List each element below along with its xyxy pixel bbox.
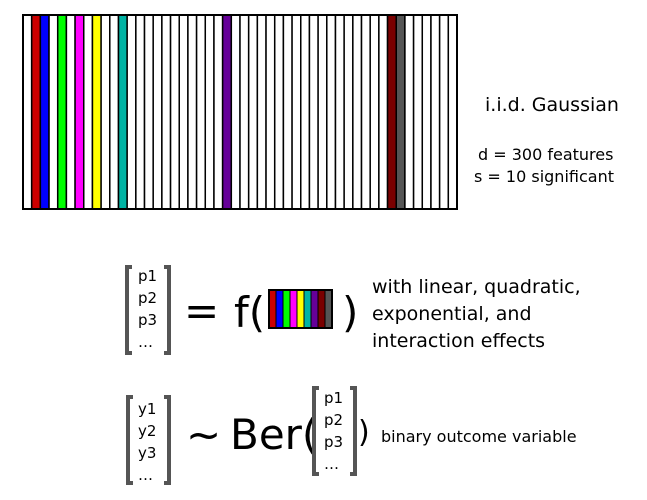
p-vector: p1 p2 p3 … (138, 265, 157, 353)
vector-entry: y1 (138, 400, 157, 418)
bernoulli-open: Ber( (230, 410, 319, 459)
effects-note-line: interaction effects (372, 330, 546, 352)
vector-entry: p1 (138, 267, 158, 285)
vector-entry: y2 (138, 422, 157, 440)
effects-note: with linear, quadratic, exponential, and… (372, 274, 581, 355)
effects-note-line: exponential, and (372, 303, 532, 325)
vector-entry: p2 (138, 289, 158, 307)
mini-matrix-outline (268, 289, 333, 329)
matrix-outline (22, 14, 458, 210)
significant-count: s = 10 significant (474, 167, 614, 186)
vector-entry: p2 (324, 411, 344, 429)
matrix-title: i.i.d. Gaussian (485, 94, 619, 116)
equals-sign: = (184, 286, 220, 335)
vector-entry: … (324, 455, 339, 473)
effects-note-line: with linear, quadratic, (372, 276, 581, 298)
vector-entry: p3 (324, 433, 344, 451)
outcome-note: binary outcome variable (381, 427, 577, 446)
vector-entry: … (138, 333, 153, 351)
feature-count: d = 300 features (478, 145, 614, 164)
vector-entry: p3 (138, 311, 158, 329)
function-close: ) (342, 288, 359, 337)
p-vector-inner: p1 p2 p3 … (324, 387, 343, 475)
function-open: f( (234, 288, 266, 337)
vector-entry: … (138, 466, 153, 484)
vector-entry: y3 (138, 444, 157, 462)
vector-entry: p1 (324, 389, 344, 407)
y-vector: y1 y2 y3 … (138, 398, 156, 486)
tilde-sign: ~ (186, 410, 222, 459)
bernoulli-close: ) (358, 415, 370, 450)
